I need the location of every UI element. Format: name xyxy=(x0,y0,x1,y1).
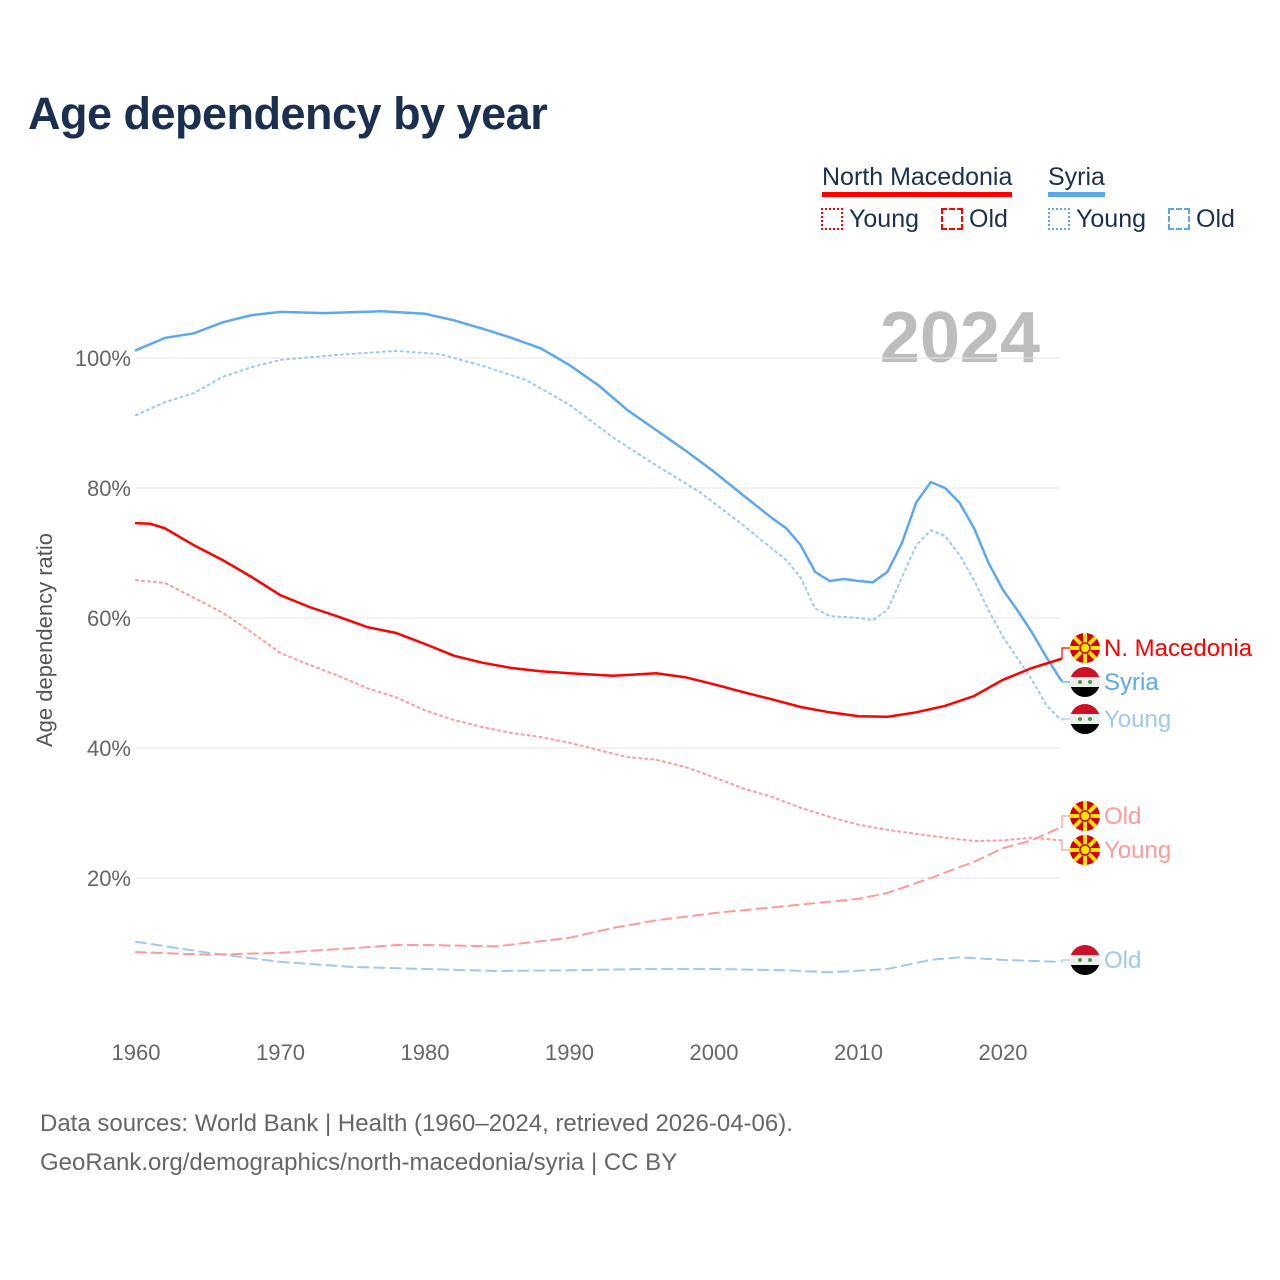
label-connector xyxy=(1060,718,1070,721)
syria-flag-icon xyxy=(1070,667,1100,697)
north-macedonia-flag-icon xyxy=(1070,835,1100,865)
y-tick-label: 60% xyxy=(87,606,131,631)
label-connector xyxy=(1060,815,1070,828)
x-tick-label: 1960 xyxy=(112,1040,161,1065)
syria-flag-icon xyxy=(1070,704,1100,734)
x-tick-label: 2010 xyxy=(834,1040,883,1065)
x-tick-label: 2000 xyxy=(690,1040,739,1065)
series-end-label: Young xyxy=(1104,837,1171,864)
legend-nm-old[interactable]: Old xyxy=(941,205,1008,234)
x-tick-label: 1970 xyxy=(256,1040,305,1065)
legend-country-north-macedonia[interactable]: North Macedonia xyxy=(822,162,1013,197)
legend-syria-old[interactable]: Old xyxy=(1168,205,1235,234)
y-tick-label: 80% xyxy=(87,476,131,501)
label-connector xyxy=(1060,959,1070,963)
series-end-label: Old xyxy=(1104,803,1141,830)
year-watermark: 2024 xyxy=(880,298,1040,378)
series-end-label: Syria xyxy=(1104,669,1159,696)
y-axis-label: Age dependency ratio xyxy=(32,533,57,747)
series-end-label: N. Macedonia xyxy=(1104,635,1253,662)
dotted-line-icon xyxy=(1048,208,1070,230)
series-end-label: Young xyxy=(1104,706,1171,733)
x-tick-label: 1990 xyxy=(545,1040,594,1065)
label-connector xyxy=(1060,647,1070,660)
dashed-line-icon xyxy=(1168,208,1190,230)
legend-syria-young[interactable]: Young xyxy=(1048,205,1146,234)
footer-sources: Data sources: World Bank | Health (1960–… xyxy=(40,1110,793,1137)
north-macedonia-flag-icon xyxy=(1070,801,1100,831)
legend-label: Old xyxy=(1196,205,1235,233)
legend-label: Young xyxy=(1076,205,1146,233)
y-tick-label: 100% xyxy=(75,346,131,371)
page-title: Age dependency by year xyxy=(28,88,548,139)
north-macedonia-flag-icon xyxy=(1070,633,1100,663)
y-tick-label: 20% xyxy=(87,866,131,891)
series-line-syria[interactable] xyxy=(134,309,1063,682)
legend-label: Young xyxy=(849,205,919,233)
y-tick-label: 40% xyxy=(87,736,131,761)
legend-country-syria[interactable]: Syria xyxy=(1048,162,1105,197)
series-line-syria-old[interactable] xyxy=(135,940,1062,974)
dashed-line-icon xyxy=(941,208,963,230)
syria-flag-icon xyxy=(1070,945,1100,975)
label-connector xyxy=(1060,839,1070,851)
legend-nm-young[interactable]: Young xyxy=(821,205,919,234)
series-line-syria-young[interactable] xyxy=(135,349,1062,721)
series-line-north-macedonia-young[interactable] xyxy=(135,579,1062,843)
footer-link[interactable]: GeoRank.org/demographics/north-macedonia… xyxy=(40,1149,678,1176)
dotted-line-icon xyxy=(821,208,843,230)
series-line-north-macedonia[interactable] xyxy=(134,521,1063,719)
label-connector xyxy=(1060,679,1070,683)
legend-label: Old xyxy=(969,205,1008,233)
series-line-north-macedonia-old[interactable] xyxy=(135,826,1062,956)
series-end-label: Old xyxy=(1104,947,1141,974)
x-tick-label: 2020 xyxy=(979,1040,1028,1065)
x-tick-label: 1980 xyxy=(401,1040,450,1065)
